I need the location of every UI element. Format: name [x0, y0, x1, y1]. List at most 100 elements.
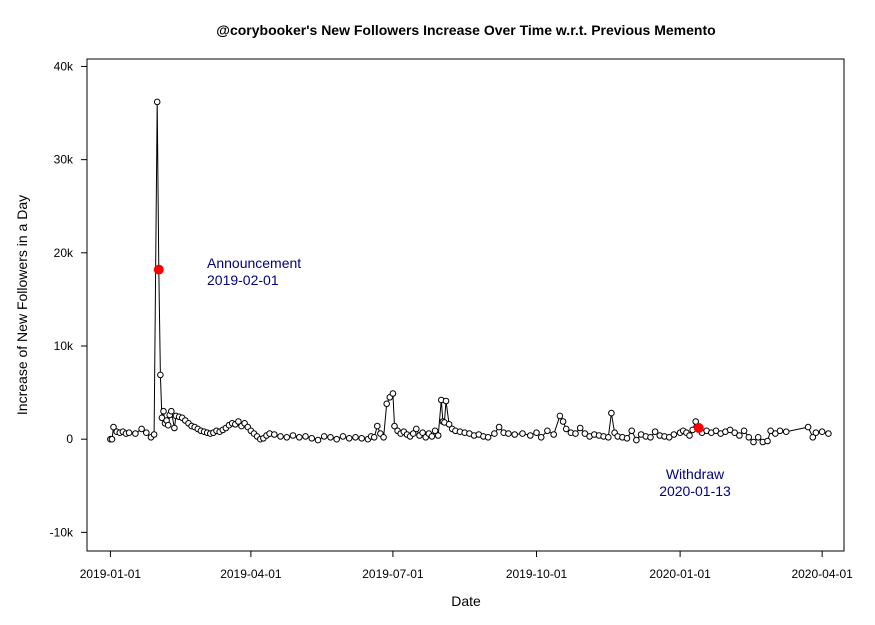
data-point: [544, 427, 551, 435]
data-point: [505, 430, 512, 437]
y-tick-label: 10k: [54, 339, 74, 353]
data-point: [782, 428, 790, 436]
data-point: [647, 434, 654, 441]
y-tick-label: -10k: [50, 525, 74, 539]
x-tick-label: 2019-01-01: [80, 567, 142, 581]
data-point: [519, 430, 526, 437]
chart-title: @corybooker's New Followers Increase Ove…: [216, 22, 715, 38]
data-point: [550, 431, 558, 438]
data-point: [160, 407, 167, 415]
data-point: [572, 430, 579, 437]
data-point: [537, 434, 545, 441]
data-point: [308, 435, 316, 442]
data-point: [484, 434, 492, 441]
data-point: [150, 431, 158, 438]
data-point: [581, 430, 589, 437]
x-tick-label: 2020-04-01: [791, 567, 853, 581]
data-point: [511, 431, 519, 438]
data-point: [804, 423, 812, 431]
data-point: [171, 424, 178, 432]
data-point: [320, 433, 328, 440]
data-point: [772, 430, 779, 437]
data-point: [527, 432, 534, 439]
data-point: [271, 431, 278, 438]
data-point: [608, 409, 615, 417]
data-point: [442, 397, 450, 405]
data-point: [125, 429, 133, 437]
series-layer: [107, 98, 832, 446]
data-point: [736, 432, 743, 439]
data-point: [345, 435, 353, 442]
data-point: [726, 426, 734, 434]
data-point: [670, 431, 678, 438]
data-point: [767, 427, 774, 435]
data-point: [754, 434, 762, 441]
highlight-point: [153, 264, 164, 275]
x-tick-label: 2019-07-01: [362, 567, 424, 581]
data-point: [628, 427, 636, 435]
data-point: [605, 434, 612, 441]
data-point: [562, 425, 570, 433]
data-point: [731, 429, 739, 437]
data-point: [370, 434, 378, 441]
y-axis-label: Increase of New Followers in a Day: [14, 195, 30, 415]
data-point: [576, 424, 584, 432]
data-point: [158, 414, 166, 422]
data-point: [556, 412, 564, 420]
data-point: [132, 430, 139, 437]
withdraw-date: 2020-01-13: [659, 483, 731, 499]
data-point: [327, 434, 334, 441]
data-point: [409, 430, 417, 437]
data-point: [712, 427, 720, 435]
data-point: [314, 436, 322, 444]
data-point: [157, 371, 164, 379]
data-point: [431, 427, 439, 435]
data-point: [665, 434, 673, 441]
x-axis: 2019-01-01 2019-04-01 2019-07-01 2019-10-01…: [80, 550, 853, 581]
data-point: [495, 423, 503, 431]
data-point: [686, 432, 693, 439]
x-tick-label: 2020-01-01: [649, 567, 711, 581]
data-point: [623, 435, 631, 442]
data-point: [445, 421, 453, 428]
data-point: [825, 430, 832, 437]
data-point: [380, 434, 387, 441]
data-point: [383, 400, 391, 408]
data-point: [138, 425, 145, 433]
data-point: [745, 434, 753, 441]
highlight-point: [693, 423, 704, 433]
data-point: [776, 427, 784, 435]
y-tick-label: 0: [66, 432, 73, 446]
data-point: [296, 434, 303, 441]
data-point: [812, 429, 820, 437]
data-point: [750, 438, 757, 446]
x-tick-label: 2019-10-01: [506, 567, 568, 581]
announcement-label: Announcement: [207, 255, 301, 271]
data-point: [153, 98, 161, 106]
y-axis: -10k 0 10k 20k 30k 40k: [50, 59, 88, 539]
data-point: [374, 422, 381, 430]
y-tick-label: 30k: [54, 153, 74, 167]
data-point: [389, 390, 397, 397]
data-point: [633, 436, 640, 444]
x-axis-label: Date: [451, 593, 481, 609]
data-point: [164, 421, 172, 429]
data-point: [283, 434, 291, 441]
data-point: [289, 432, 297, 439]
data-point: [764, 437, 771, 445]
data-point: [413, 425, 420, 433]
data-point: [358, 435, 366, 442]
data-point: [333, 435, 341, 443]
data-point: [533, 429, 540, 437]
data-point: [434, 432, 442, 439]
data-point: [651, 428, 659, 436]
data-point: [277, 433, 284, 440]
x-tick-label: 2019-04-01: [220, 567, 282, 581]
data-point: [235, 418, 242, 425]
data-point: [740, 427, 748, 435]
data-point: [419, 429, 426, 437]
withdraw-label: Withdraw: [666, 466, 725, 482]
data-point: [391, 422, 398, 430]
announcement-date: 2019-02-01: [207, 272, 279, 288]
